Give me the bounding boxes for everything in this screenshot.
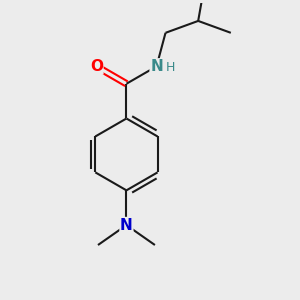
Text: O: O (90, 59, 103, 74)
Text: N: N (150, 59, 163, 74)
Text: H: H (166, 61, 175, 74)
Text: N: N (120, 218, 133, 232)
